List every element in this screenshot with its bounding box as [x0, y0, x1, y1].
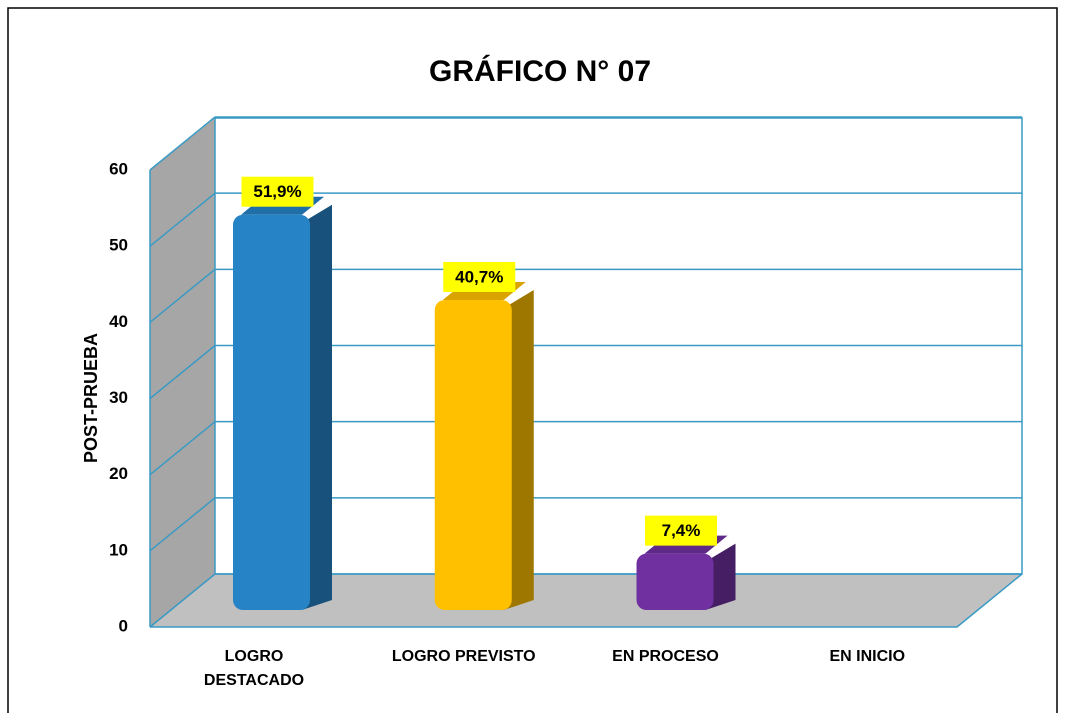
- grid-line: [149, 497, 216, 552]
- x-tick-label: EN PROCESO: [612, 648, 719, 665]
- y-tick-label: 40: [109, 312, 128, 331]
- y-tick-label: 0: [119, 616, 128, 635]
- grid-line: [149, 192, 216, 247]
- value-label: 40,7%: [455, 267, 503, 286]
- value-label: 7,4%: [662, 521, 701, 540]
- value-label-box: [645, 515, 717, 546]
- y-axis-label: POST-PRUEBA: [81, 333, 101, 463]
- x-tick-label: LOGRO PREVISTO: [391, 648, 536, 665]
- y-tick-label: 50: [109, 236, 128, 255]
- value-label-box: [443, 262, 516, 293]
- grid-line: [149, 573, 216, 628]
- y-tick-label: 20: [109, 464, 128, 483]
- floor: [150, 574, 1022, 627]
- value-label-box: [241, 176, 314, 207]
- chart-title: GRÁFICO N° 07: [429, 54, 651, 88]
- y-tick-label: 30: [109, 388, 128, 407]
- value-label: 51,9%: [253, 182, 301, 201]
- grid-line: [149, 268, 216, 323]
- grid-line: [149, 116, 216, 171]
- x-tick-label: LOGRO DESTACADO: [203, 648, 305, 689]
- floor-edge: [956, 573, 1023, 628]
- x-tick-label: EN INICIO: [829, 648, 906, 665]
- grid-line: [149, 421, 216, 476]
- bar: [434, 300, 512, 610]
- bar: [233, 214, 310, 610]
- y-tick-label: 10: [109, 540, 128, 559]
- bar: [636, 553, 714, 610]
- y-tick-label: 60: [109, 159, 128, 178]
- grid-line: [149, 344, 216, 400]
